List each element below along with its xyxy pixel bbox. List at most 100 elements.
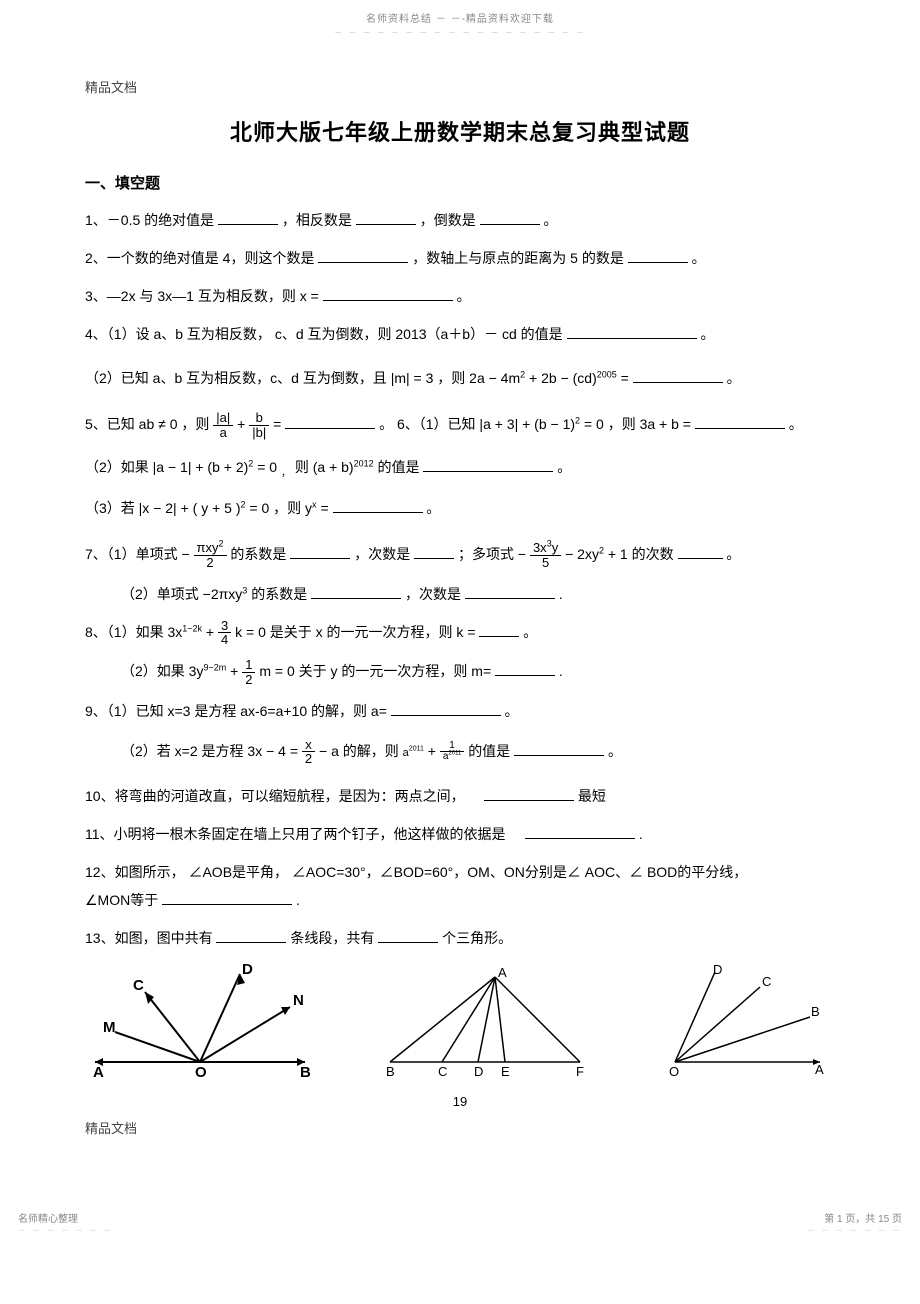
q11: 11、小明将一根木条固定在墙上只用了两个钉子，他这样做的依据是 . — [85, 820, 835, 848]
q5-frac1-den: a — [213, 426, 233, 440]
q9-2-text-d: + — [428, 743, 440, 759]
q13: 13、如图，图中共有 条线段，共有 个三角形。 — [85, 924, 835, 952]
premium-label-top: 精品文档 — [85, 78, 835, 99]
q9-2-den2: a2011 — [440, 752, 464, 763]
q6-2-text-b: = 0 — [257, 459, 281, 475]
q8-2-exp: 9−2m — [203, 662, 226, 672]
q6-3-text-d: 。 — [426, 500, 440, 516]
q6-2-exp2: 2012 — [354, 459, 374, 469]
q7-1-den: 2 — [194, 556, 227, 570]
q3: 3、—2x 与 3x—1 互为相反数，则 x = 。 — [85, 282, 835, 310]
q5-frac-2: b |b| — [249, 411, 269, 439]
q2-blank-1 — [318, 250, 408, 263]
q5-text-a: 5、已知 ab ≠ 0 ，则 — [85, 416, 213, 432]
q1-blank-1 — [218, 212, 278, 225]
q9-2-den: 2 — [302, 752, 315, 766]
q4-2-text-c: = — [621, 370, 629, 386]
q7-2-text-d: . — [559, 586, 563, 602]
q7-1-num2-b: y — [552, 540, 559, 555]
q9-1: 9、（1）已知 x=3 是方程 ax-6=a+10 的解，则 a= 。 — [85, 697, 835, 725]
q7-2: （2）单项式 −2πxy3 的系数是 ，次数是 . — [85, 580, 835, 608]
fig1-O: O — [195, 1064, 207, 1081]
q4-2-blank — [633, 370, 723, 383]
q8-1-exp: 1−2k — [182, 623, 202, 633]
q2-text-c: 。 — [692, 250, 706, 266]
q7-1-text-f: + 1 的次数 — [608, 546, 674, 562]
q1-text-a: 1、－0.5 的绝对值是 — [85, 212, 214, 228]
q4-2-text-a: （2）已知 a、b 互为相反数，c、d 互为倒数，且 |m| = 3 ，则 2a… — [85, 370, 520, 386]
q9-2: （2）若 x=2 是方程 3x − 4 = x 2 − a 的解，则 a2011… — [85, 737, 835, 766]
q8-1-text-b: + — [206, 624, 218, 640]
q8-2-frac: 1 2 — [242, 658, 255, 686]
q8-1-blank — [479, 624, 519, 637]
q9-2-text-e: 的值是 — [468, 743, 510, 759]
q8-2: （2）如果 3y9−2m + 1 2 m = 0 关于 y 的一元一次方程，则 … — [85, 657, 835, 686]
fig2-B: B — [386, 1064, 395, 1079]
q9-2-text-f: 。 — [608, 743, 622, 759]
q8-2-text-c: m = 0 关于 y 的一元一次方程，则 m= — [259, 663, 491, 679]
q7-1-text-e: − 2xy — [565, 546, 599, 562]
q2-text-a: 2、一个数的绝对值是 4，则这个数是 — [85, 250, 314, 266]
fig2-C: C — [438, 1064, 447, 1079]
q4-1: 4、（1）设 a、b 互为相反数， c、d 互为倒数，则 2013（a＋b）－ … — [85, 320, 835, 348]
q4-2-exp1: 2 — [520, 369, 525, 379]
fig1-A: A — [93, 1064, 104, 1081]
q1-text-c: ，倒数是 — [420, 212, 476, 228]
q9-2-text-a: （2）若 x=2 是方程 3x − 4 = — [121, 743, 302, 759]
footer-left-dots: － － － － － － － — [18, 1225, 113, 1236]
q6-2: （2）如果 |a − 1| + (b + 2)2 = 0 ， 则 (a + b)… — [85, 453, 835, 484]
footer-right: 第 1 页，共 15 页 － － － － － － － — [807, 1210, 902, 1236]
q9-1-blank — [391, 703, 501, 716]
q8-1: 8、（1）如果 3x1−2k + 3 4 k = 0 是关于 x 的一元一次方程… — [85, 618, 835, 647]
q4-2-exp2: 2005 — [597, 369, 617, 379]
fig3-A: A — [815, 1062, 824, 1077]
page-number: 19 — [85, 1092, 835, 1113]
q7-1-e-exp: 2 — [599, 546, 604, 556]
q7-2-exp: 3 — [242, 585, 247, 595]
q7-1-text-c: ，次数是 — [354, 546, 410, 562]
q7-1-text-b: 的系数是 — [230, 546, 286, 562]
q7-1: 7、（1）单项式 − πxy2 2 的系数是 ，次数是 ；多项式 − 3x3y … — [85, 540, 835, 569]
q5-exp: 2 — [575, 415, 580, 425]
q8-1-text-a: 8、（1）如果 3x — [85, 624, 182, 640]
q6-3-text-b: = 0 ，则 y — [249, 500, 312, 516]
q7-1-blank-2 — [414, 547, 454, 560]
q9-2-num: x — [302, 738, 315, 753]
page-footer: 名师精心整理 － － － － － － － 第 1 页，共 15 页 － － － … — [0, 1210, 920, 1246]
q2-blank-2 — [628, 250, 688, 263]
q8-2-text-b: + — [230, 663, 242, 679]
q7-1-num-exp: 2 — [219, 539, 224, 549]
q9-2-frac-2: 1 a2011 — [440, 741, 464, 763]
q10-text-a: 10、将弯曲的河道改直，可以缩短航程，是因为：两点之间， — [85, 788, 465, 804]
footer-right-dots: － － － － － － － — [807, 1225, 902, 1236]
q12: 12、如图所示， ∠AOB是平角， ∠AOC=30°，∠BOD=60°，OM、O… — [85, 858, 835, 914]
fig2-E: E — [501, 1064, 510, 1079]
q5-text-b: = — [273, 416, 281, 432]
q6-2-comma: ， — [281, 468, 291, 479]
q6-3-exp2: x — [312, 500, 317, 510]
q6-2-text-d: 的值是 — [378, 459, 420, 475]
q5: 5、已知 ab ≠ 0 ，则 |a| a + b |b| = 。 6、（1）已知… — [85, 410, 835, 439]
q7-1-num2: 3x3y — [530, 541, 561, 556]
q7-1-frac2: 3x3y 5 — [530, 541, 561, 569]
q8-1-text-d: 。 — [523, 624, 537, 640]
q9-1-text-b: 。 — [505, 703, 519, 719]
q13-blank-2 — [378, 930, 438, 943]
q13-text-b: 条线段，共有 — [290, 930, 374, 946]
page-title: 北师大版七年级上册数学期末总复习典型试题 — [85, 115, 835, 150]
q11-text-b: . — [639, 826, 643, 842]
q7-1-den2: 5 — [530, 556, 561, 570]
q13-blank-1 — [216, 930, 286, 943]
q6-3-text-c: = — [320, 500, 328, 516]
q6-2-text-c: 则 (a + b) — [295, 459, 354, 475]
page-top-note: 名师资料总结 － －-精品资料欢迎下载 — [0, 0, 920, 27]
q7-2-text-a: （2）单项式 −2πxy — [121, 586, 242, 602]
footer-left-text: 名师精心整理 — [18, 1210, 113, 1225]
q3-text-a: 3、—2x 与 3x—1 互为相反数，则 x = — [85, 288, 319, 304]
q9-2-text-b: − a 的解，则 — [319, 743, 403, 759]
q2-text-b: ，数轴上与原点的距离为 5 的数是 — [412, 250, 624, 266]
q8-1-text-c: k = 0 是关于 x 的一元一次方程，则 k = — [235, 624, 475, 640]
q5-text-d: = 0 ，则 3a + b = — [584, 416, 691, 432]
q5-plus: + — [237, 416, 249, 432]
q5-text-c: 。 6、（1）已知 |a + 3| + (b − 1) — [379, 416, 575, 432]
